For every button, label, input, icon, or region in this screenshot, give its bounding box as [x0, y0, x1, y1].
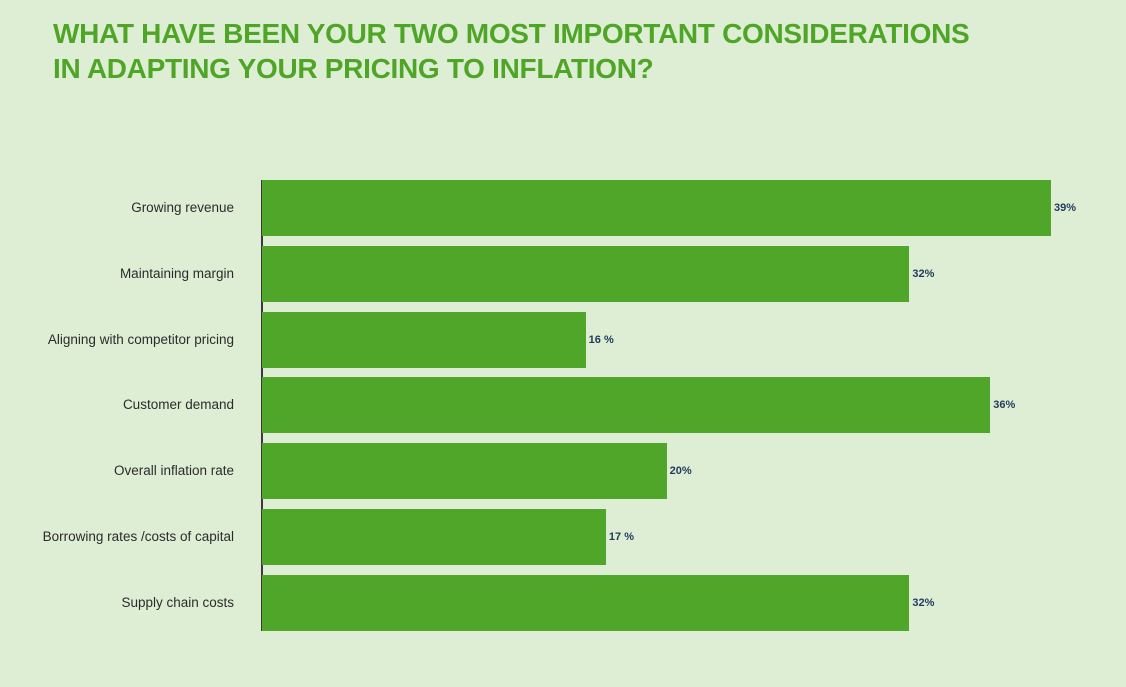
value-label: 16 % [588, 333, 614, 346]
bar [262, 311, 586, 368]
category-label: Growing revenue [131, 200, 234, 215]
chart-title-line-1: What have been your two most important c… [53, 18, 970, 49]
bar-row: Growing revenue 39% [0, 180, 1126, 236]
chart-title-line-2: in adapting your pricing to inflation? [53, 53, 654, 84]
value-label: 36% [993, 399, 1016, 412]
category-label: Overall inflation rate [113, 463, 234, 479]
value-label: 20% [669, 465, 692, 478]
bar-row: Borrowing rates /costs of capital 17 % [0, 509, 1126, 565]
bar [262, 377, 991, 434]
category-label: Maintaining margin [119, 265, 234, 281]
bar-row: Aligning with competitor pricing 16 % [0, 311, 1126, 368]
bar [262, 245, 910, 302]
y-axis-line [261, 180, 263, 631]
bar-row: Customer demand 36% [0, 377, 1126, 434]
bar [262, 443, 667, 500]
bar-row: Maintaining margin 32% [0, 245, 1126, 302]
value-label: 32% [912, 596, 935, 609]
bar [262, 180, 1051, 236]
category-label: Supply chain costs [121, 594, 234, 610]
value-label: 39% [1053, 202, 1076, 214]
value-label: 32% [912, 267, 935, 280]
bar-row: Overall inflation rate 20% [0, 443, 1126, 500]
chart-title: What have been your two most important c… [53, 16, 970, 86]
category-label: Customer demand [122, 397, 234, 413]
bar [262, 574, 910, 631]
bar [262, 509, 606, 565]
bar-row: Supply chain costs 32% [0, 574, 1126, 631]
value-label: 17 % [608, 531, 634, 543]
category-label: Borrowing rates /costs of capital [42, 529, 234, 544]
category-label: Aligning with competitor pricing [47, 331, 234, 347]
